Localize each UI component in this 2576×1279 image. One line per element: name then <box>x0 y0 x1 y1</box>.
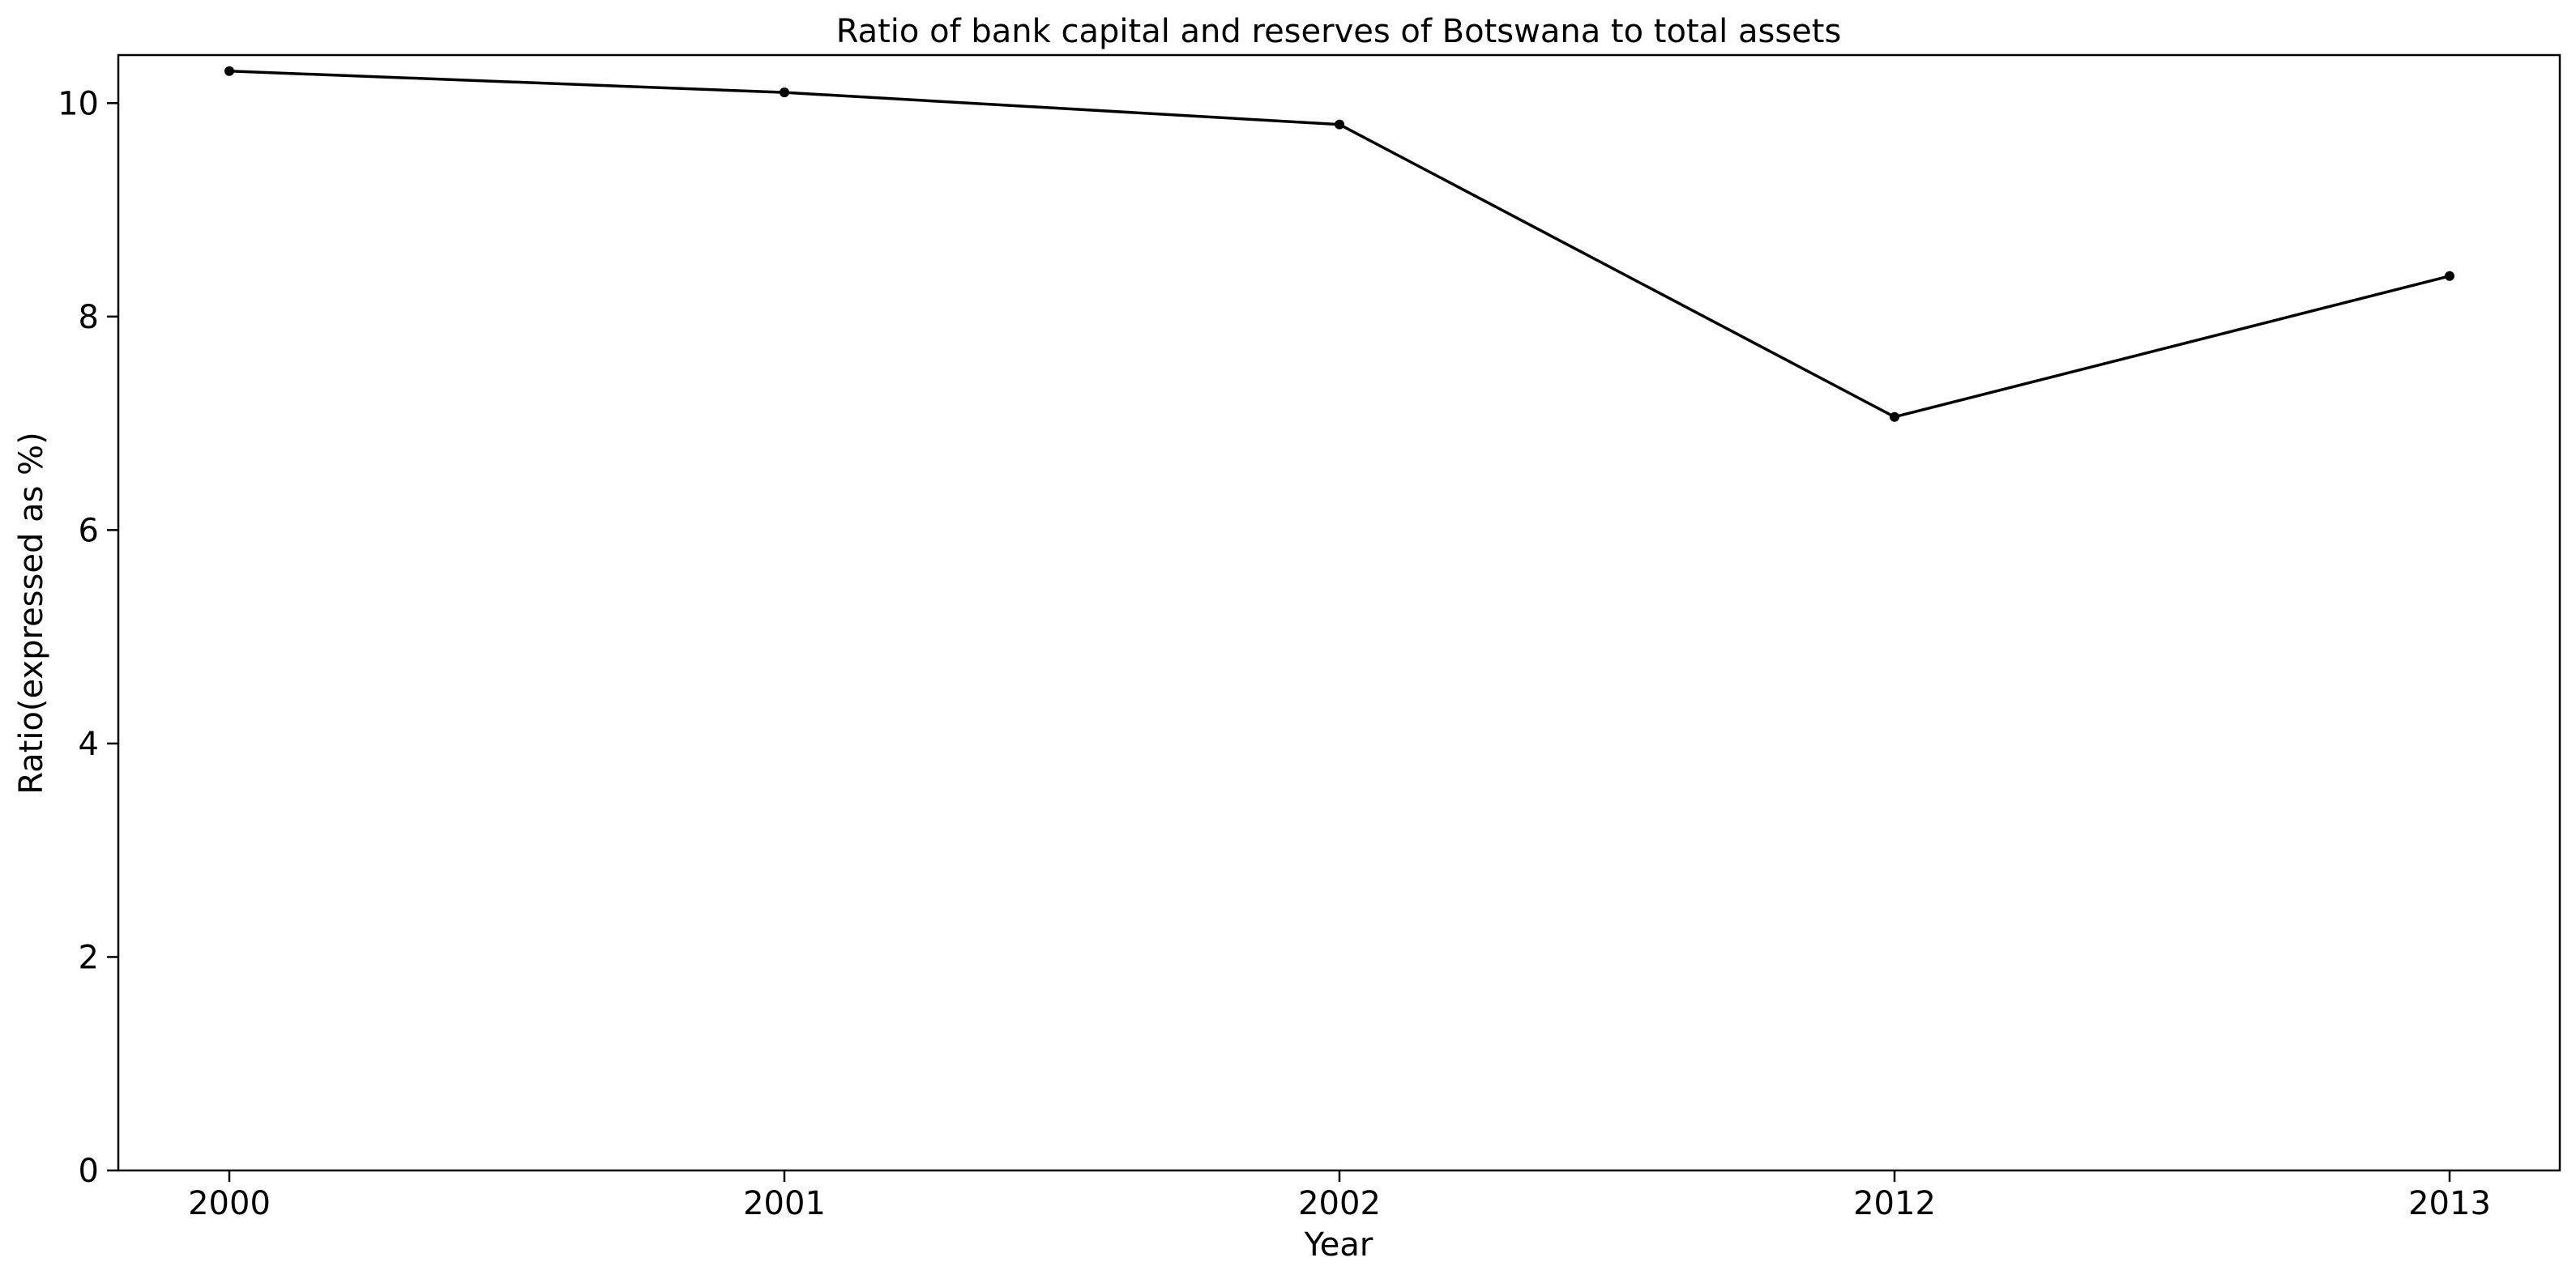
y-axis-ticks: 0 2 4 6 8 10 <box>58 85 118 1190</box>
y-tick-label: 4 <box>79 726 99 763</box>
plot-area-frame <box>117 53 2561 1172</box>
y-tick-label: 0 <box>79 1153 99 1190</box>
y-tick-label: 8 <box>79 299 99 336</box>
x-tick-label: 2012 <box>1853 1185 1936 1222</box>
x-tick-label: 2002 <box>1298 1185 1381 1222</box>
series-point <box>1890 411 1899 422</box>
chart-title: Ratio of bank capital and reserves of Bo… <box>836 13 1842 50</box>
x-axis-label: Year <box>1304 1226 1373 1264</box>
series-point <box>780 87 789 98</box>
series-points <box>224 66 2454 422</box>
series-point <box>224 66 234 76</box>
x-tick-label: 2000 <box>188 1185 271 1222</box>
x-tick-label: 2013 <box>2408 1185 2491 1222</box>
y-axis-label: Ratio(expressed as %) <box>13 432 50 795</box>
x-tick-label: 2001 <box>743 1185 826 1222</box>
series-point <box>1335 119 1344 130</box>
y-tick-label: 10 <box>58 85 99 122</box>
x-axis-ticks: 2000 2001 2002 2012 2013 <box>188 1170 2491 1222</box>
series-point <box>2445 271 2454 281</box>
y-tick-label: 2 <box>79 939 99 976</box>
y-tick-label: 6 <box>79 512 99 549</box>
